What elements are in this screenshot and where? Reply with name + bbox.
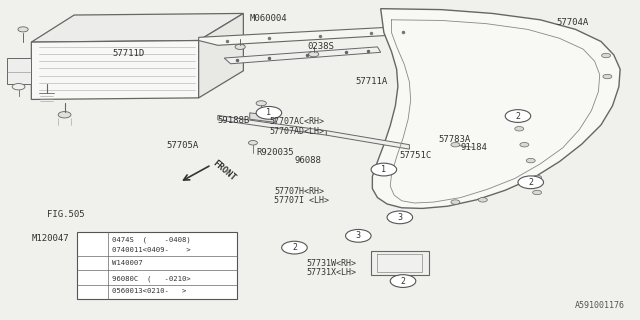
Text: 57731X<LH>: 57731X<LH> [306,268,356,277]
Text: 57707AC<RH>: 57707AC<RH> [269,117,324,126]
Circle shape [256,107,282,119]
Circle shape [84,277,101,285]
Text: 57731W<RH>: 57731W<RH> [306,259,356,268]
Text: FIG.505: FIG.505 [47,210,84,219]
Text: 59188B: 59188B [218,116,250,125]
Text: 1: 1 [266,108,271,117]
Text: W140007: W140007 [112,260,143,266]
Circle shape [515,126,524,131]
Text: 57704A: 57704A [556,19,589,28]
Text: R920035: R920035 [256,148,294,156]
Circle shape [532,175,541,180]
Circle shape [390,275,416,287]
Circle shape [346,229,371,242]
Polygon shape [224,47,381,64]
Circle shape [282,241,307,254]
Circle shape [12,84,25,90]
Text: 57751C: 57751C [400,151,432,160]
Text: 3: 3 [397,213,403,222]
Circle shape [505,110,531,123]
Text: 2: 2 [515,112,520,121]
Text: 96080C  (   -0210>: 96080C ( -0210> [112,275,191,282]
Polygon shape [198,26,422,45]
Polygon shape [326,131,410,149]
Text: 1: 1 [90,240,95,249]
Circle shape [532,190,541,195]
Text: 1: 1 [381,165,387,174]
Circle shape [371,163,397,176]
Circle shape [58,112,71,118]
Circle shape [256,101,266,106]
Text: 57707I <LH>: 57707I <LH> [274,196,329,205]
Text: 3: 3 [356,231,361,240]
Polygon shape [31,41,198,100]
Text: 57707AD<LH>: 57707AD<LH> [269,127,324,136]
Text: 2: 2 [90,259,95,268]
Text: FRONT: FRONT [211,159,238,183]
Text: 57711A: 57711A [355,77,387,86]
Text: 57783A: 57783A [438,135,470,144]
Circle shape [603,74,612,79]
Circle shape [520,142,529,147]
Text: M120047: M120047 [31,234,69,243]
Text: 96088: 96088 [294,156,321,165]
Text: 57705A: 57705A [167,141,199,150]
Polygon shape [7,58,31,84]
Polygon shape [198,13,243,98]
FancyBboxPatch shape [77,232,237,299]
Polygon shape [372,9,620,208]
Circle shape [84,259,101,267]
Circle shape [84,241,101,249]
Polygon shape [218,116,326,135]
Text: 91184: 91184 [461,143,488,152]
Circle shape [451,142,460,147]
Circle shape [451,200,460,204]
Circle shape [387,211,413,224]
Circle shape [235,44,245,50]
Circle shape [478,197,487,202]
Polygon shape [371,251,429,275]
Text: 0560013<0210-   >: 0560013<0210- > [112,288,186,293]
Circle shape [512,112,521,116]
Text: 3: 3 [90,277,95,286]
Text: 2: 2 [528,178,533,187]
Text: 0740011<0409-    >: 0740011<0409- > [112,247,191,253]
Circle shape [308,52,319,57]
Circle shape [18,27,28,32]
Text: A591001176: A591001176 [575,301,625,310]
Text: 57707H<RH>: 57707H<RH> [274,188,324,196]
Circle shape [602,53,611,58]
Polygon shape [250,113,275,123]
Text: 2: 2 [401,276,406,285]
Circle shape [394,281,406,286]
Circle shape [526,158,535,163]
Text: 0238S: 0238S [307,42,334,52]
Circle shape [248,140,257,145]
Text: 0474S  (    -0408): 0474S ( -0408) [112,236,191,243]
Polygon shape [31,13,243,42]
Text: M060004: M060004 [250,14,287,23]
Text: 2: 2 [292,243,297,252]
Text: 57711D: 57711D [113,49,145,58]
Circle shape [518,176,543,189]
